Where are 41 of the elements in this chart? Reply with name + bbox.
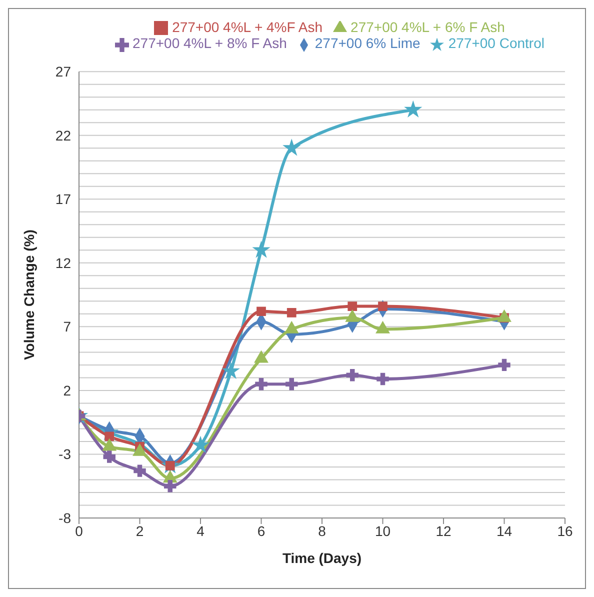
point: [192, 436, 209, 452]
point: [348, 302, 358, 311]
x-tick-label: 0: [75, 522, 84, 539]
point: [222, 362, 239, 378]
point: [378, 302, 388, 311]
x-tick-label: 8: [318, 522, 326, 539]
y-tick-label: 2: [63, 382, 72, 398]
x-tick-label: 6: [257, 522, 266, 539]
point: [498, 358, 510, 372]
point: [346, 369, 358, 382]
x-tick-label: 4: [196, 522, 205, 539]
legend-label: 277+00 4%L + 4%F Ash: [172, 19, 323, 35]
x-tick-label: 12: [436, 522, 452, 539]
y-tick-label: -8: [58, 510, 72, 526]
point: [284, 140, 300, 156]
point: [255, 378, 268, 390]
point: [164, 480, 176, 492]
x-tick-label: 10: [374, 522, 391, 539]
legend-label: 277+00 4%L + 8% F Ash: [132, 35, 287, 52]
point: [256, 306, 266, 316]
x-tick-label: 2: [136, 522, 144, 539]
point: [376, 372, 389, 386]
point: [134, 464, 146, 477]
point: [286, 378, 298, 390]
y-tick-label: 22: [55, 127, 72, 144]
y-tick-label: 12: [55, 254, 72, 271]
point: [405, 101, 422, 117]
y-tick-label: 7: [63, 318, 72, 335]
point: [103, 450, 116, 463]
legend-label: 277+00 4%L + 6% F Ash: [350, 19, 505, 35]
point: [253, 242, 270, 258]
x-axis-title: Time (Days): [282, 550, 362, 566]
legend-label: 277+00 6% Lime: [314, 35, 420, 52]
y-axis-title: Volume Change (%): [20, 230, 37, 360]
x-tick-label: 16: [557, 522, 573, 539]
y-tick-label: 27: [55, 64, 72, 80]
legend-label: 277+00 Control: [448, 35, 544, 52]
y-tick-label: 17: [55, 191, 72, 208]
point: [286, 308, 296, 318]
x-tick-label: 14: [496, 522, 512, 539]
y-tick-label: -3: [58, 446, 72, 462]
